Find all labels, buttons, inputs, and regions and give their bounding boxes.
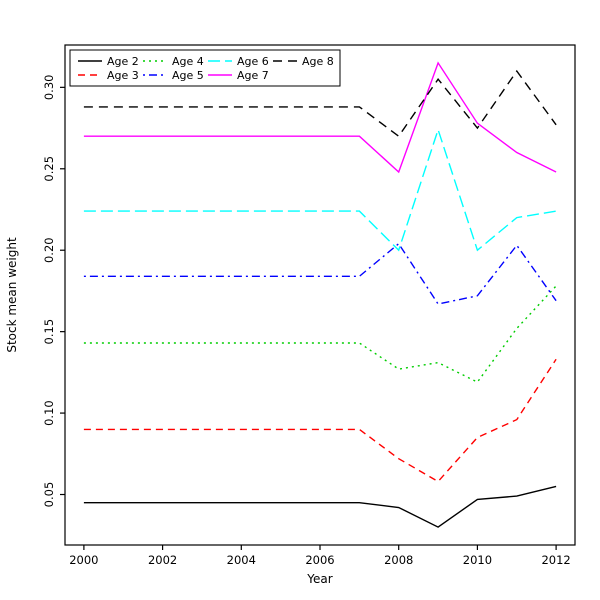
series-line-age-5 — [83, 242, 557, 305]
y-tick-label: 0.25 — [42, 156, 56, 182]
y-tick-label: 0.30 — [42, 75, 56, 101]
legend-label: Age 7 — [237, 69, 269, 82]
y-axis-title: Stock mean weight — [5, 237, 19, 353]
legend-label: Age 8 — [302, 55, 334, 68]
plot-box — [64, 44, 576, 546]
series-line-age-8 — [83, 69, 557, 138]
legend-label: Age 2 — [107, 55, 139, 68]
series-line-age-2 — [83, 485, 557, 528]
series-line-age-6 — [83, 127, 557, 252]
y-tick-label: 0.20 — [42, 237, 56, 263]
x-tick-label: 2006 — [305, 553, 334, 567]
y-axis: 0.05 0.10 0.15 0.20 0.25 0.30 Stock mean weigh… — [5, 75, 65, 508]
x-tick-label: 2008 — [384, 553, 413, 567]
x-tick-label: 2010 — [463, 553, 492, 567]
series-line-age-7 — [83, 61, 557, 174]
x-tick-label: 2012 — [541, 553, 570, 567]
legend-label: Age 4 — [172, 55, 204, 68]
x-axis: 2000 2002 2004 2006 2008 2010 2012 Year — [69, 545, 571, 586]
legend-label: Age 5 — [172, 69, 204, 82]
legend-label: Age 6 — [237, 55, 269, 68]
series-lines — [83, 61, 557, 528]
x-tick-label: 2000 — [69, 553, 98, 567]
x-tick-label: 2004 — [227, 553, 256, 567]
x-tick-label: 2002 — [148, 553, 177, 567]
y-tick-label: 0.10 — [42, 400, 56, 426]
series-line-age-4 — [83, 285, 557, 383]
legend-box — [69, 49, 341, 87]
series-line-age-3 — [83, 358, 557, 483]
legend-label: Age 3 — [107, 69, 139, 82]
y-tick-label: 0.05 — [42, 482, 56, 508]
x-axis-title: Year — [306, 572, 332, 586]
y-tick-label: 0.15 — [42, 319, 56, 345]
